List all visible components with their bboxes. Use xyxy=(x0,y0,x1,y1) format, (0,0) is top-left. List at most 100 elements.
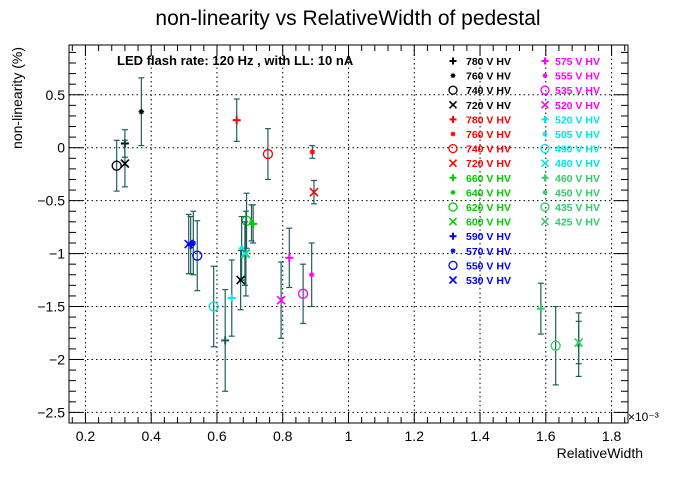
legend-label: 760 V HV xyxy=(466,129,511,141)
legend-entry-620-v-hv: 620 V HV xyxy=(448,202,511,214)
legend-entry-520-v-hv: 520 V HV xyxy=(541,114,600,126)
data-marks xyxy=(111,77,584,392)
x-tick-label: 1.4 xyxy=(470,428,490,444)
legend-entry-640-v-hv: 640 V HV xyxy=(450,187,511,199)
legend-entry-740-v-hv: 740 V HV xyxy=(448,144,511,156)
legend-label: 570 V HV xyxy=(466,246,511,258)
legend-label: 620 V HV xyxy=(466,202,511,214)
x-tick-label: 1.8 xyxy=(602,428,622,444)
legend-label: 450 V HV xyxy=(555,187,600,199)
x-tick-label: 0.8 xyxy=(273,428,293,444)
data-point-760-v-hv-1 xyxy=(138,77,145,147)
legend-entry-760-v-hv: 760 V HV xyxy=(450,71,511,83)
data-point-425-v-hv-27 xyxy=(574,320,584,365)
legend-label: 460 V HV xyxy=(555,173,600,185)
legend-label: 720 V HV xyxy=(466,100,511,112)
legend-label: 740 V HV xyxy=(466,85,511,97)
legend-entry-425-v-hv: 425 V HV xyxy=(540,217,600,229)
data-point-530-v-hv-15 xyxy=(184,213,194,275)
legend-entry-780-v-hv: 780 V HV xyxy=(449,56,511,68)
data-point-740-v-hv-2 xyxy=(111,139,122,192)
legend-label: 740 V HV xyxy=(466,144,511,156)
data-point-extra-28 xyxy=(236,249,246,311)
legend-entry-590-v-hv: 590 V HV xyxy=(449,231,511,243)
legend-label: 535 V HV xyxy=(555,85,600,97)
chart-title: non-linearity vs RelativeWidth of pedest… xyxy=(155,7,540,30)
legend-entry-760-v-hv: 760 V HV xyxy=(450,129,511,141)
legend-label: 530 V HV xyxy=(466,275,511,287)
data-point-520-v-hv-20 xyxy=(227,259,236,337)
x-axis-label: RelativeWidth xyxy=(557,445,643,461)
y-tick-label: −1 xyxy=(49,246,65,262)
legend-label: 760 V HV xyxy=(466,71,511,83)
y-tick-label: 0.5 xyxy=(46,87,66,103)
legend-label: 550 V HV xyxy=(466,260,511,272)
data-point-535-v-hv-18 xyxy=(297,263,309,325)
legend-label: 600 V HV xyxy=(466,217,511,229)
legend-label: 505 V HV xyxy=(555,129,600,141)
legend-entry-780-v-hv: 780 V HV xyxy=(449,114,511,126)
chart-annotation: LED flash rate: 120 Hz , with LL: 10 nA xyxy=(117,53,354,68)
legend-entry-555-v-hv: 555 V HV xyxy=(542,71,600,83)
y-axis-label: non-linearity (%) xyxy=(9,47,25,149)
legend-label: 520 V HV xyxy=(555,100,600,112)
legend-entry-480-v-hv: 480 V HV xyxy=(540,158,600,170)
legend-entry-660-v-hv: 660 V HV xyxy=(449,173,511,185)
legend-label: 780 V HV xyxy=(466,114,511,126)
y-tick-label: −2.5 xyxy=(37,404,65,420)
legend-label: 575 V HV xyxy=(555,56,600,68)
legend-entry-490-v-hv: 490 V HV xyxy=(540,144,600,156)
legend-entry-550-v-hv: 550 V HV xyxy=(448,260,511,272)
legend-entry-740-v-hv: 740 V HV xyxy=(448,85,511,97)
legend-label: 640 V HV xyxy=(466,187,511,199)
legend-label: 720 V HV xyxy=(466,158,511,170)
data-point-720-v-hv-7 xyxy=(309,179,319,205)
legend-label: 480 V HV xyxy=(555,158,600,170)
data-point-780-v-hv-4 xyxy=(232,98,241,142)
data-point-640-v-hv-9 xyxy=(248,204,255,242)
legend-label: 590 V HV xyxy=(466,231,511,243)
data-point-760-v-hv-5 xyxy=(309,144,316,159)
legend-entry-520-v-hv: 520 V HV xyxy=(540,100,600,112)
data-point-extra-29 xyxy=(221,288,230,392)
x-tick-label: 0.6 xyxy=(207,428,227,444)
x-tick-label: 1.6 xyxy=(536,428,556,444)
legend-entry-600-v-hv: 600 V HV xyxy=(448,217,511,229)
data-point-720-v-hv-3 xyxy=(120,139,130,188)
legend-entry-575-v-hv: 575 V HV xyxy=(541,56,600,68)
y-tick-label: −0.5 xyxy=(37,193,65,209)
legend-entry-530-v-hv: 530 V HV xyxy=(448,275,511,287)
legend-entry-505-v-hv: 505 V HV xyxy=(542,129,600,141)
legend-label: 490 V HV xyxy=(555,144,600,156)
x-tick-label: 1.2 xyxy=(405,428,425,444)
legend-entry-720-v-hv: 720 V HV xyxy=(448,158,511,170)
data-point-460-v-hv-24 xyxy=(536,282,545,335)
data-point-740-v-hv-6 xyxy=(262,128,274,181)
legend-label: 660 V HV xyxy=(466,173,511,185)
data-point-575-v-hv-16 xyxy=(285,227,294,289)
legend-entry-435-v-hv: 435 V HV xyxy=(540,202,600,214)
legend-entry-720-v-hv: 720 V HV xyxy=(448,100,511,112)
data-point-570-v-hv-13 xyxy=(190,210,197,276)
legend-label: 555 V HV xyxy=(555,71,600,83)
legend-entry-570-v-hv: 570 V HV xyxy=(450,246,511,258)
x-tick-label: 0.4 xyxy=(141,428,161,444)
legend-label: 435 V HV xyxy=(555,202,600,214)
x-tick-label: 0.2 xyxy=(76,428,96,444)
grid xyxy=(69,45,628,423)
legend-entry-535-v-hv: 535 V HV xyxy=(540,85,600,97)
x-axis-multiplier: ×10⁻³ xyxy=(628,410,659,424)
legend-entry-460-v-hv: 460 V HV xyxy=(541,173,600,185)
data-point-480-v-hv-23 xyxy=(240,221,250,286)
y-tick-label: −1.5 xyxy=(37,299,65,315)
legend-label: 780 V HV xyxy=(466,56,511,68)
y-tick-label: 0 xyxy=(57,140,65,156)
data-point-555-v-hv-17 xyxy=(308,242,315,308)
data-point-520-v-hv-19 xyxy=(276,261,286,339)
legend: 780 V HV 760 V HV 740 V HV 720 V HV 780 V HV… xyxy=(448,56,600,287)
legend-entry-450-v-hv: 450 V HV xyxy=(542,187,600,199)
axes: 0.2 0.4 0.6 0.8 1 1.2 1.4 1.6 1.8 −2.5 −2 −1.5 −1 −0.… xyxy=(37,44,629,444)
